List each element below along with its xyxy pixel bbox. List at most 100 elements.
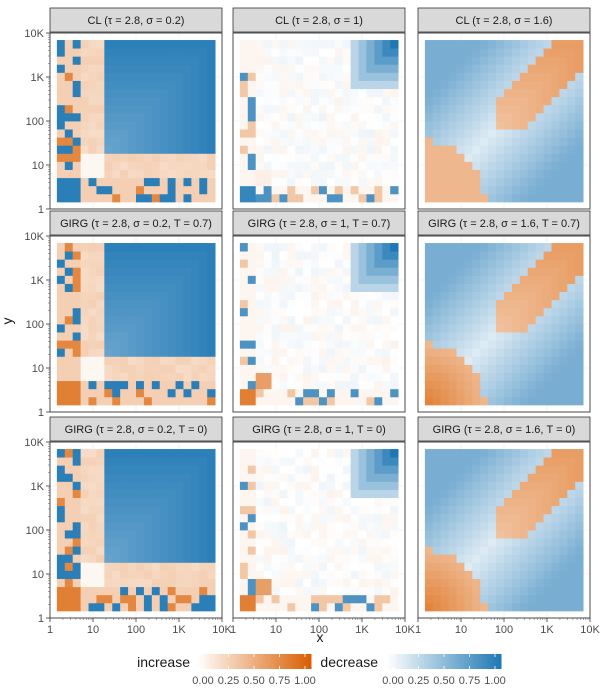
panel-r2-c0-cell-10-13 — [136, 497, 145, 507]
panel-r2-c1-cell-18-19 — [382, 449, 391, 458]
panel-r2-c2-cell-19-4 — [575, 570, 584, 579]
panel-r0-c0-cell-19-16 — [207, 64, 216, 73]
panel-r1-c0-cell-8-15 — [120, 275, 129, 284]
panel-r0-c0-cell-8-17 — [120, 56, 129, 65]
panel-r0-c2-cell-18-9 — [567, 121, 576, 130]
panel-r0-c2-cell-11-10 — [511, 112, 521, 122]
panel-r2-c1-cell-6-4 — [287, 570, 296, 579]
panel-r0-c1-cell-4-4 — [271, 161, 280, 170]
panel-r0-c0-cell-2-5 — [72, 153, 82, 162]
panel-r0-c1-cell-18-19 — [382, 40, 391, 49]
panel-r2-c2-cell-12-2 — [519, 586, 529, 596]
panel-r1-c1-cell-10-10 — [319, 315, 328, 325]
panel-r1-c0-cell-19-15 — [207, 275, 216, 284]
panel-r1-c1-cell-18-11 — [382, 307, 391, 317]
panel-r2-c1-cell-11-13 — [326, 497, 336, 507]
panel-r1-c1-cell-14-18 — [350, 251, 359, 260]
panel-r1-c2-cell-12-8 — [519, 332, 529, 341]
panel-r1-c0-cell-4-11 — [88, 307, 97, 317]
panel-r0-c1-cell-18-0 — [382, 193, 391, 203]
panel-r0-c2-cell-19-1 — [575, 185, 584, 195]
panel-r0-c1-cell-14-17 — [350, 56, 359, 65]
panel-r1-c0-cell-12-4 — [151, 364, 161, 373]
panel-r2-c2-cell-18-1 — [567, 594, 576, 604]
panel-r2-c1-cell-19-0 — [390, 602, 399, 612]
panel-r0-c2-cell-10-0 — [504, 193, 513, 203]
panel-r1-c1-cell-1-11 — [247, 307, 257, 317]
panel-r1-c0-cell-14-7 — [167, 340, 176, 349]
panel-r1-c1-frame — [232, 235, 406, 413]
panel-r1-c0-cell-17-19 — [191, 243, 200, 252]
panel-r1-c0-cell-5-19 — [96, 243, 105, 252]
panel-r2-c1-cell-1-5 — [247, 562, 257, 571]
panel-r2-c2-cell-2-8 — [440, 538, 450, 547]
panel-r0-c0-cell-15-13 — [175, 88, 184, 98]
panel-r2-c0-cell-2-3 — [72, 578, 82, 588]
panel-r1-c2-cell-13-0 — [527, 396, 537, 406]
panel-r0-c2-cell-14-17 — [535, 56, 544, 65]
panel-r1-c2-cell-14-0 — [535, 396, 544, 406]
panel-r0-c2-cell-3-19 — [448, 40, 457, 49]
panel-r1-c0-cell-12-19 — [151, 243, 161, 252]
panel-r0-c0-ytick-label-0: 1 — [38, 204, 44, 216]
panel-r2-c1-cell-19-8 — [390, 538, 399, 547]
panel-r0-c0-cell-2-19 — [72, 40, 82, 49]
panel-r2-c0-cell-0-1 — [56, 594, 66, 604]
panel-r0-c2-cell-19-16 — [575, 64, 584, 73]
panel-r0-c0-cell-5-1 — [96, 185, 105, 195]
panel-r2-c1-cell-7-18 — [295, 457, 304, 466]
panel-r0-c0-cell-17-1 — [191, 185, 200, 195]
panel-r1-c1-cell-2-16 — [255, 267, 265, 276]
panel-r1-c0-cell-16-8 — [183, 332, 192, 341]
panel-r1-c2-cell-5-16 — [464, 267, 473, 276]
panel-r2-c0-cell-15-3 — [175, 578, 184, 588]
panel-r0-c2-cell-13-5 — [527, 153, 537, 162]
panel-r2-c1-cell-12-18 — [334, 457, 344, 466]
panel-r1-c2-cell-4-14 — [456, 283, 465, 293]
panel-r0-c0-cell-10-13 — [136, 88, 145, 98]
panel-r0-c2-cell-7-6 — [480, 145, 489, 154]
panel-r1-c2-cell-17-15 — [559, 275, 568, 284]
panel-r2-c1-cell-0-4 — [239, 570, 249, 579]
panel-r0-c2-cell-8-10 — [488, 112, 497, 122]
panel-r2-c2-cell-7-2 — [480, 586, 489, 596]
panel-r0-c2-cell-13-14 — [527, 80, 537, 90]
panel-r0-c1-cell-1-17 — [247, 56, 257, 65]
panel-r0-c0-cell-9-19 — [128, 40, 137, 49]
panel-r1-c2-cell-9-12 — [496, 299, 505, 309]
panel-r1-c0-cell-9-10 — [128, 315, 137, 325]
panel-r2-c0-cell-17-11 — [191, 513, 200, 523]
panel-r0-c1-cell-3-7 — [263, 137, 272, 146]
panel-r0-c0-cell-13-7 — [159, 137, 169, 146]
panel-r1-c2-cell-16-8 — [551, 332, 560, 341]
panel-r2-c2-cell-8-4 — [488, 570, 497, 579]
panel-r1-c0-cell-17-18 — [191, 251, 200, 260]
panel-r0-c1-cell-16-19 — [366, 40, 375, 49]
panel-r2-c2-cell-0-11 — [424, 513, 434, 523]
panel-r0-c0-cell-19-17 — [207, 56, 216, 65]
panel-r0-c0-cell-2-0 — [72, 193, 82, 203]
panel-r2-c2-cell-16-10 — [551, 521, 560, 531]
panel-r1-c2-cell-9-18 — [496, 251, 505, 260]
panel-r1-c2-cell-4-19 — [456, 243, 465, 252]
panel-r0-c2-cell-5-10 — [464, 112, 473, 122]
panel-r0-c0-cell-3-0 — [80, 193, 89, 203]
panel-r2-c2-cell-13-12 — [527, 505, 537, 515]
panel-r0-c0-cell-19-8 — [207, 129, 216, 138]
panel-r1-c0-cell-0-13 — [56, 291, 66, 301]
panel-r1-c0-cell-0-10 — [56, 315, 66, 325]
panel-r1-c1-cell-13-7 — [342, 340, 352, 349]
panel-r0-c0-cell-13-4 — [159, 161, 169, 170]
panel-r1-c2-cell-7-1 — [480, 388, 489, 398]
panel-r1-c2-cell-0-17 — [424, 259, 434, 268]
panel-r1-c2-cell-14-19 — [535, 243, 544, 252]
panel-r2-c0-cell-11-19 — [143, 449, 153, 458]
panel-r2-c0-cell-11-18 — [143, 457, 153, 466]
panel-r1-c2-cell-13-18 — [527, 251, 537, 260]
panel-r2-c1-cell-14-9 — [350, 530, 359, 539]
panel-r2-c1-cell-11-3 — [326, 578, 336, 588]
legend-decrease-gradient-22 — [449, 654, 454, 669]
panel-r0-c1-cell-7-16 — [295, 64, 304, 73]
panel-r1-c2-cell-3-13 — [448, 291, 457, 301]
panel-r1-c2-cell-11-14 — [511, 283, 521, 293]
